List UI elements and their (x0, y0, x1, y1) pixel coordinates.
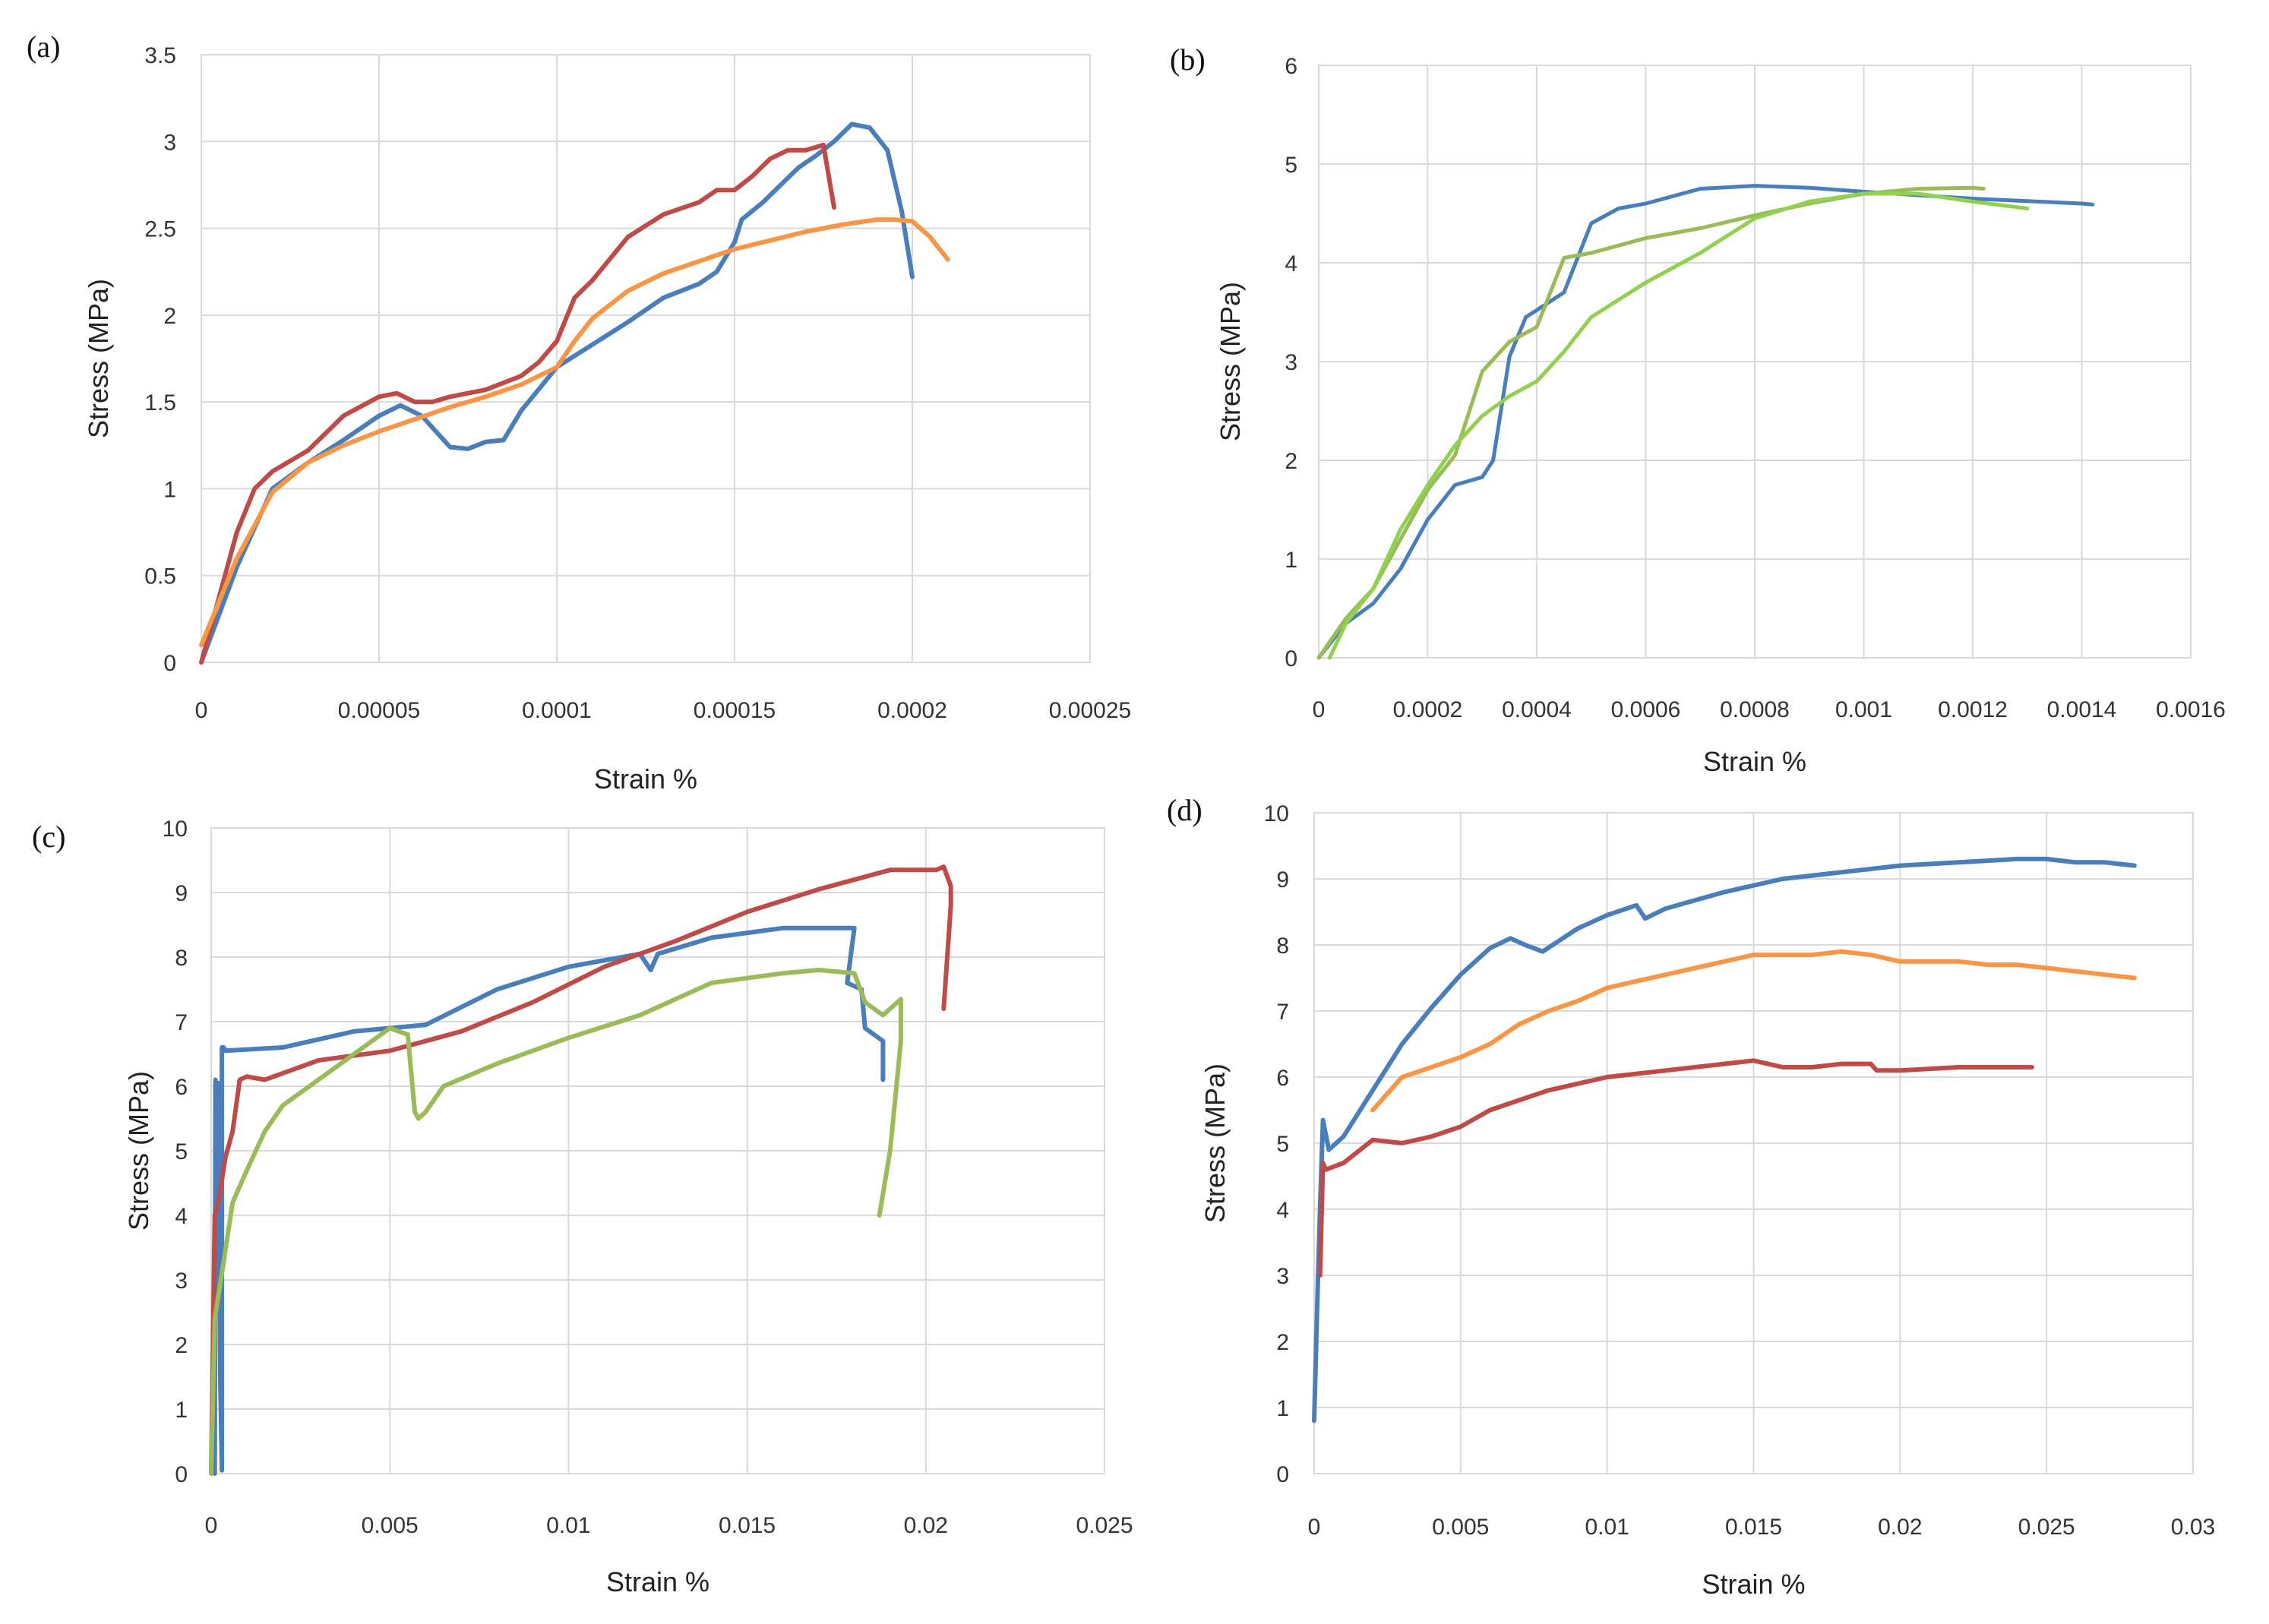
y-tick-label: 3 (163, 130, 176, 155)
chart-b: 0 0.0002 0.0004 0.0006 0.0008 0.001 0.0012 0.00… (1170, 43, 2226, 777)
y-tick-label: 2.5 (144, 217, 176, 242)
y-tick-label: 8 (175, 946, 188, 971)
x-tick-label: 0.0006 (1611, 697, 1681, 722)
x-tick-label: 0.00015 (694, 698, 776, 723)
x-tick-label: 0.001 (1835, 697, 1892, 722)
plot-frame (210, 827, 1105, 1474)
y-tick-label: 5 (1285, 153, 1297, 178)
x-tick-label: 0.02 (1878, 1515, 1922, 1540)
y-tick-label: 2 (1285, 449, 1297, 474)
x-tick-label: 0.015 (1725, 1515, 1782, 1540)
y-tick-label: 2 (163, 304, 176, 329)
x-tick-label: 0.0002 (1393, 697, 1463, 722)
x-axis-label: Strain % (1703, 746, 1806, 777)
panel-label: (b) (1170, 43, 1206, 77)
y-tick-label: 0 (175, 1462, 188, 1487)
y-tick-label: 10 (1264, 801, 1289, 826)
y-axis-label: Stress (MPa) (123, 1071, 154, 1231)
y-tick-label: 1 (1276, 1396, 1289, 1421)
series-line-orange (199, 217, 950, 648)
y-tick-label: 2 (175, 1333, 188, 1358)
y-tick-label: 4 (1276, 1198, 1289, 1223)
y-axis-label: Stress (MPa) (1199, 1063, 1231, 1223)
y-tick-label: 10 (163, 817, 188, 842)
plot-frame (1318, 65, 2192, 659)
x-tick-label: 0.0014 (2047, 697, 2117, 722)
y-tick-label: 3 (175, 1269, 188, 1294)
y-tick-label: 3.5 (144, 43, 176, 68)
chart-c: 0 0.005 0.01 0.015 0.02 0.025 0 1 2 3 4 5 6 7 8 9 10 Stra… (32, 817, 1133, 1597)
x-tick-label: 0.0016 (2156, 697, 2226, 722)
y-tick-label: 3 (1276, 1264, 1289, 1289)
y-tick-label: 8 (1276, 934, 1289, 959)
y-tick-label: 1 (1285, 548, 1297, 573)
panel-label: (c) (32, 820, 65, 854)
y-tick-label: 1 (175, 1398, 188, 1423)
series-line-orange (1370, 949, 2137, 1113)
x-tick-label: 0.025 (1076, 1513, 1133, 1538)
x-tick-label: 0.005 (1432, 1515, 1489, 1540)
y-axis-label: Stress (MPa) (1215, 282, 1246, 441)
y-tick-label: 0 (1276, 1462, 1289, 1487)
series-line-red (1317, 1058, 2034, 1278)
x-tick-label: 0.005 (362, 1513, 419, 1538)
series-line-blue (1312, 856, 2137, 1423)
series-line-red (209, 864, 953, 1476)
y-tick-label: 6 (1276, 1066, 1289, 1091)
y-tick-label: 0 (163, 651, 176, 676)
y-tick-label: 1.5 (144, 390, 176, 415)
series-line-olive-green (1316, 185, 1986, 660)
x-tick-label: 0.03 (2171, 1515, 2215, 1540)
x-axis-label: Strain % (606, 1566, 709, 1597)
y-tick-label: 6 (1285, 54, 1297, 79)
x-tick-label: 0.025 (2018, 1515, 2075, 1540)
x-axis-label: Strain % (594, 763, 697, 795)
y-tick-label: 7 (1276, 1000, 1289, 1025)
y-tick-label: 5 (1276, 1132, 1289, 1157)
series-line-blue (199, 122, 915, 665)
plot-frame (201, 54, 1091, 663)
panel-label: (a) (27, 30, 60, 64)
y-tick-label: 4 (175, 1204, 188, 1229)
x-tick-label: 0.01 (1585, 1515, 1629, 1540)
series-line-blue (1316, 184, 2095, 660)
x-tick-label: 0.00005 (338, 698, 420, 723)
x-tick-label: 0.0001 (522, 698, 592, 723)
y-axis-label: Stress (MPa) (83, 279, 114, 438)
y-tick-label: 7 (175, 1010, 188, 1035)
y-tick-label: 9 (175, 881, 188, 906)
x-tick-label: 0.0012 (1938, 697, 2008, 722)
y-tick-label: 1 (163, 477, 176, 502)
x-axis-label: Strain % (1702, 1569, 1805, 1600)
x-tick-label: 0.00025 (1049, 698, 1131, 723)
y-tick-label: 0.5 (144, 564, 176, 589)
x-tick-label: 0 (1308, 1515, 1321, 1540)
plot-frame (1313, 812, 2194, 1474)
x-tick-label: 0.015 (719, 1513, 776, 1538)
x-tick-label: 0.0004 (1502, 697, 1572, 722)
chart-d: 0 0.005 0.01 0.015 0.02 0.025 0.03 0 1 2 3 4 5 6 7 8 9 10… (1167, 793, 2215, 1600)
x-tick-label: 0.0008 (1720, 697, 1790, 722)
chart-a: 0 0.00005 0.0001 0.00015 0.0002 0.00025 0 0.5 1 1… (27, 30, 1131, 795)
x-tick-label: 0 (1313, 697, 1326, 722)
y-tick-label: 6 (175, 1075, 188, 1100)
series-line-light-green (1327, 191, 2030, 660)
y-tick-label: 0 (1285, 646, 1297, 671)
y-tick-label: 3 (1285, 350, 1297, 375)
panel-label: (d) (1167, 793, 1202, 827)
y-tick-label: 5 (175, 1139, 188, 1164)
y-tick-label: 9 (1276, 867, 1289, 893)
y-tick-label: 4 (1285, 251, 1297, 276)
series-line-blue (212, 925, 886, 1476)
x-tick-label: 0.0002 (877, 698, 947, 723)
x-tick-label: 0.01 (546, 1513, 590, 1538)
x-tick-label: 0.02 (904, 1513, 948, 1538)
x-tick-label: 0 (195, 698, 208, 723)
y-tick-label: 2 (1276, 1330, 1289, 1355)
x-tick-label: 0 (205, 1513, 218, 1538)
series-line-red (199, 142, 836, 665)
series-line-green (209, 968, 903, 1476)
